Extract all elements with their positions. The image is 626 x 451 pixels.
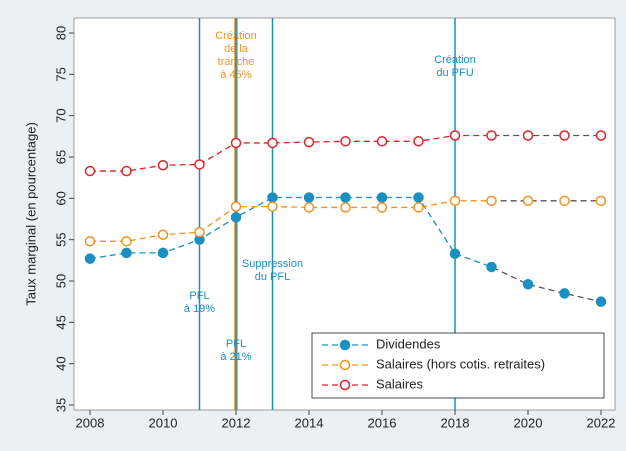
data-point: [267, 137, 278, 149]
data-point: [449, 195, 461, 207]
legend-marker: [339, 359, 351, 371]
event-label: du PFU: [436, 67, 473, 79]
event-label: à 19%: [184, 303, 215, 315]
data-point: [413, 192, 424, 203]
data-point: [157, 160, 169, 171]
data-point: [559, 195, 570, 207]
data-point: [84, 236, 96, 247]
data-point: [559, 288, 570, 299]
event-label: Suppression: [242, 258, 303, 270]
y-tick-label: 75: [53, 67, 68, 81]
y-tick-label: 65: [53, 150, 68, 164]
data-point: [449, 248, 461, 259]
data-point: [230, 201, 242, 212]
x-tick-label: 2008: [76, 415, 105, 430]
data-point: [449, 130, 461, 141]
event-label: du PFL: [255, 271, 290, 283]
x-tick-label: 2016: [368, 415, 397, 430]
y-axis-title: Taux marginal (en pourcentage): [23, 122, 38, 306]
legend: Dividendes Salaires (hors cotis. retraite…: [311, 332, 605, 399]
legend-marker: [339, 379, 351, 391]
y-tick-label: 70: [53, 108, 68, 122]
legend-label: Salaires: [376, 376, 423, 391]
data-point: [194, 159, 205, 170]
x-tick-label: 2010: [149, 415, 178, 430]
legend-label: Dividendes: [376, 336, 441, 351]
data-point: [413, 136, 424, 147]
data-point: [595, 130, 607, 141]
data-point: [340, 202, 351, 213]
y-tick-label: 50: [53, 274, 68, 288]
x-tick-label: 2014: [295, 415, 324, 430]
y-tick-label: 35: [53, 398, 68, 412]
event-label: Création: [434, 54, 476, 66]
x-tick-label: 2020: [514, 415, 543, 430]
event-label: PFL: [226, 338, 246, 350]
data-point: [340, 192, 351, 203]
data-point: [595, 296, 607, 307]
data-point: [303, 136, 315, 148]
x-tick-label: 2022: [587, 415, 616, 430]
data-point: [559, 130, 570, 141]
legend-marker: [339, 339, 351, 351]
data-point: [522, 195, 534, 207]
event-label: à 21%: [220, 351, 251, 363]
data-point: [303, 202, 315, 213]
x-tick-label: 2018: [441, 415, 470, 430]
series-line: [89, 196, 602, 303]
y-tick-label: 55: [53, 232, 68, 246]
data-point: [230, 212, 242, 223]
data-point: [157, 247, 169, 259]
data-point: [486, 195, 497, 207]
legend-label: Salaires (hors cotis. retraites): [376, 356, 545, 371]
data-point: [267, 201, 278, 212]
data-point: [84, 165, 96, 177]
data-point: [267, 192, 278, 203]
data-point: [157, 229, 169, 240]
data-point: [376, 136, 388, 147]
data-point: [413, 202, 424, 213]
data-point: [230, 137, 242, 149]
event-label: PFL: [189, 290, 209, 302]
data-point: [340, 136, 351, 147]
data-point: [376, 192, 388, 203]
data-point: [522, 130, 534, 141]
data-point: [303, 192, 315, 203]
data-point: [121, 165, 132, 177]
data-point: [84, 253, 96, 264]
data-point: [121, 247, 132, 259]
data-point: [522, 279, 534, 290]
data-point: [486, 261, 497, 273]
data-point: [486, 130, 497, 141]
x-tick-label: 2012: [222, 415, 251, 430]
legend-box: [311, 332, 605, 399]
data-point: [194, 226, 205, 238]
data-point: [121, 236, 132, 247]
y-tick-label: 60: [53, 191, 68, 205]
data-point: [595, 195, 607, 207]
y-tick-label: 45: [53, 315, 68, 329]
y-tick-label: 40: [53, 356, 68, 370]
data-point: [376, 202, 388, 213]
y-tick-label: 80: [53, 26, 68, 40]
